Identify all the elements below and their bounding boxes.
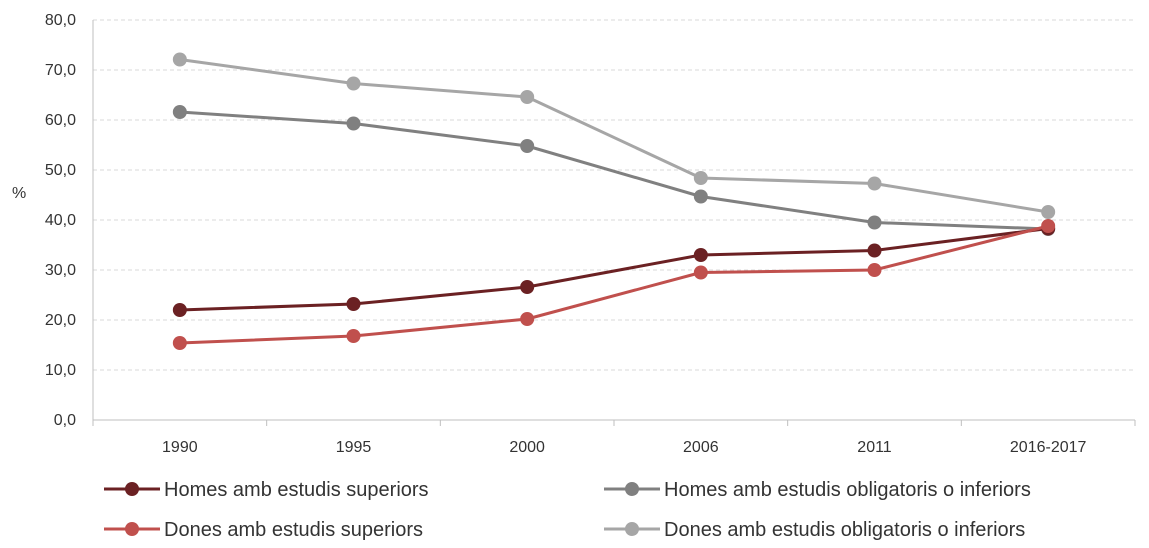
data-point — [520, 280, 535, 294]
data-point — [346, 329, 361, 343]
data-point — [520, 139, 535, 153]
y-tick-label: 10,0 — [45, 362, 76, 379]
x-tick-label: 2011 — [857, 439, 892, 456]
x-tick-label: 2016-2017 — [1010, 439, 1087, 456]
data-point — [346, 297, 361, 311]
legend-swatch-marker — [125, 522, 139, 536]
data-point — [693, 189, 708, 204]
axes — [92, 20, 1136, 426]
series-lines — [172, 52, 1056, 350]
y-tick-label: 0,0 — [54, 412, 76, 429]
data-point — [172, 52, 187, 67]
data-point — [346, 76, 361, 91]
legend-label: Homes amb estudis obligatoris o inferior… — [664, 479, 1031, 501]
data-point — [172, 105, 187, 119]
y-tick-label: 30,0 — [45, 262, 76, 279]
y-tick-label: 60,0 — [45, 112, 76, 129]
data-point — [520, 312, 535, 326]
data-point — [867, 263, 882, 277]
series-line — [179, 224, 1049, 345]
y-tick-label: 80,0 — [45, 12, 76, 29]
x-tick-label: 2000 — [509, 439, 545, 456]
data-point — [172, 336, 187, 350]
legend-swatch-marker — [125, 482, 139, 496]
x-tick-label: 2006 — [683, 439, 719, 456]
legend-swatch-marker — [625, 522, 639, 536]
legend-swatch-marker — [625, 482, 639, 496]
gridlines — [93, 19, 1135, 371]
legend-label: Dones amb estudis obligatoris o inferior… — [664, 519, 1025, 541]
y-axis-label: % — [12, 185, 26, 202]
data-point — [867, 243, 882, 258]
y-tick-label: 40,0 — [45, 212, 76, 229]
data-point — [693, 171, 708, 185]
y-tick-label: 70,0 — [45, 62, 76, 79]
series-line — [179, 110, 1049, 231]
legend-label: Homes amb estudis superiors — [164, 479, 429, 501]
data-point — [867, 215, 882, 230]
data-point — [172, 303, 187, 317]
y-tick-label: 50,0 — [45, 162, 76, 179]
y-tick-label: 20,0 — [45, 312, 76, 329]
data-point — [693, 265, 708, 280]
data-point — [520, 90, 535, 104]
series-line — [179, 227, 1049, 312]
data-point — [693, 248, 708, 262]
x-tick-label: 1990 — [162, 439, 198, 456]
y-tick-labels: 0,0 10,0 20,0 30,0 40,0 50,0 60,0 70,0 80,0 — [45, 12, 76, 429]
x-tick-labels: 1990 1995 2000 2006 2011 2016-2017 — [162, 439, 1086, 456]
data-point — [867, 176, 882, 191]
legend-label: Dones amb estudis superiors — [164, 519, 423, 541]
data-point — [1041, 205, 1056, 219]
data-point — [1041, 219, 1056, 233]
data-point — [346, 116, 361, 131]
x-tick-label: 1995 — [336, 439, 372, 456]
legend: Homes amb estudis superiors Homes amb est… — [104, 479, 1031, 541]
series-line — [179, 58, 1049, 214]
